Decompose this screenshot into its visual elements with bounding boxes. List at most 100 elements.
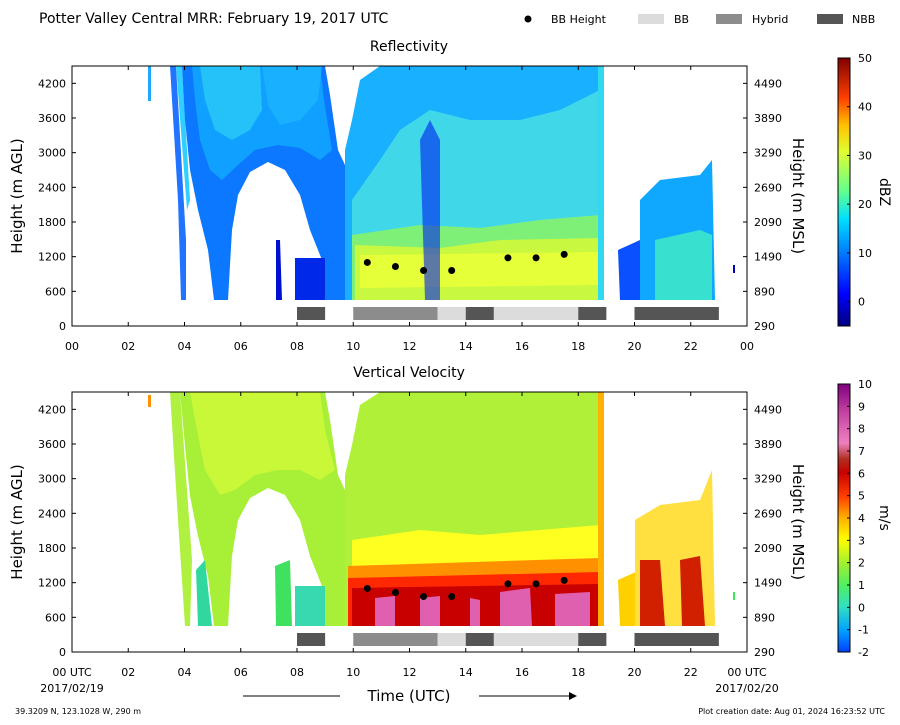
reflectivity-colorbar: 0 10 20 30 40 50 dBZ [837, 52, 892, 327]
vel-echo [640, 556, 705, 626]
refl-echo [360, 252, 600, 288]
velocity-bb-height-point [391, 588, 399, 596]
velocity-x-tick-label: 08 [290, 666, 304, 679]
refl-echo [170, 66, 186, 300]
reflectivity-ylabel: Height (m AGL) [8, 138, 26, 253]
time-arrow-head [569, 692, 577, 700]
reflectivity-colorbar-gradient [837, 57, 851, 327]
reflectivity-bb-height-point [560, 250, 568, 258]
legend-bb-label: BB [674, 13, 689, 26]
reflectivity-y-tick-label: 3000 [38, 147, 66, 160]
velocity-colorbar-tick-label: 3 [858, 534, 865, 547]
velocity-bb-height-point [420, 593, 428, 601]
refl-echo [176, 66, 190, 210]
velocity-colorbar-tick-label: 8 [858, 423, 865, 436]
velocity-bb-class-segment [465, 633, 494, 646]
reflectivity-y-tick-right-label: 2090 [754, 216, 782, 229]
reflectivity-bb-height-point [363, 258, 371, 266]
x-start-date: 2017/02/19 [40, 682, 103, 695]
velocity-y-ticks: 0 600 1200 1800 2400 3000 3600 4200 [38, 403, 76, 659]
velocity-y-tick-right-label: 890 [754, 611, 775, 624]
reflectivity-bb-height-point [504, 254, 512, 262]
refl-echo [200, 66, 262, 140]
reflectivity-x-tick-label: 22 [684, 340, 698, 353]
refl-echo [420, 120, 440, 300]
velocity-colorbar-tick-label: 1 [858, 579, 865, 592]
reflectivity-bb-height-point [391, 262, 399, 270]
velocity-x-tick-label: 14 [459, 666, 473, 679]
velocity-colorbar-tick-label: 4 [858, 512, 865, 525]
velocity-y-tick-label: 3000 [38, 473, 66, 486]
vel-echo [733, 592, 735, 600]
velocity-x-tick-label: 06 [234, 666, 248, 679]
velocity-panel: Vertical Velocity 00 UTC 02 04 06 0 [8, 365, 892, 679]
reflectivity-y-tick-right-label: 890 [754, 285, 775, 298]
refl-echo [262, 66, 322, 125]
footer-location: 39.3209 N, 123.1028 W, 290 m [15, 707, 141, 716]
reflectivity-x-tick-label: 02 [121, 340, 135, 353]
velocity-bb-class-segment [297, 633, 326, 646]
velocity-y-tick-label: 600 [45, 611, 66, 624]
velocity-colorbar-tick-label: 6 [858, 467, 865, 480]
reflectivity-colorbar-tick-label: 50 [858, 52, 872, 65]
velocity-bb-class-segment [437, 633, 466, 646]
refl-echo [733, 265, 735, 273]
footer-creation-date: Plot creation date: Aug 01, 2024 16:23:5… [698, 707, 885, 716]
refl-echo [655, 230, 712, 300]
velocity-x-tick-label: 02 [121, 666, 135, 679]
velocity-x-tick-label: 16 [515, 666, 529, 679]
velocity-y-tick-label: 1200 [38, 577, 66, 590]
legend: BB Height BB Hybrid NBB [524, 13, 875, 26]
velocity-y-tick-right-label: 3890 [754, 438, 782, 451]
velocity-colorbar-tick-label: 5 [858, 490, 865, 503]
reflectivity-bb-height-point [420, 267, 428, 275]
reflectivity-x-tick-label: 16 [515, 340, 529, 353]
reflectivity-panel: Reflectivity [8, 39, 892, 353]
reflectivity-bb-points [363, 250, 568, 275]
reflectivity-y-tick-label: 600 [45, 285, 66, 298]
velocity-y-tick-label: 1800 [38, 542, 66, 555]
reflectivity-y-tick-right-label: 4490 [754, 77, 782, 90]
reflectivity-colorbar-tick-label: 40 [858, 101, 872, 114]
reflectivity-y-tick-label: 0 [59, 320, 66, 333]
legend-bb-height-label: BB Height [551, 13, 607, 26]
velocity-y-ticks-right: 290 890 1490 2090 2690 3290 3890 4490 [743, 403, 782, 659]
vel-echo [148, 395, 151, 407]
velocity-x-tick-label: 00 UTC [727, 666, 767, 679]
velocity-x-tick-label: 12 [403, 666, 417, 679]
reflectivity-colorbar-tick-label: 20 [858, 198, 872, 211]
legend-bb-swatch [638, 14, 664, 24]
velocity-x-ticks: 00 UTC 02 04 06 08 10 12 14 16 18 20 22 00 UTC [52, 392, 767, 679]
velocity-y-tick-right-label: 2690 [754, 507, 782, 520]
velocity-colorbar-tick-label: 9 [858, 400, 865, 413]
velocity-bb-class-segment [353, 633, 438, 646]
legend-nbb-label: NBB [852, 13, 875, 26]
velocity-y-tick-label: 4200 [38, 403, 66, 416]
refl-echo [148, 66, 151, 101]
legend-hybrid-label: Hybrid [752, 13, 788, 26]
reflectivity-x-tick-label: 18 [571, 340, 585, 353]
velocity-bb-height-point [363, 584, 371, 592]
x-end-date: 2017/02/20 [715, 682, 778, 695]
velocity-colorbar-ticks: -2 -1 0 1 2 3 4 5 6 7 8 9 10 [847, 378, 872, 659]
vel-echo [295, 586, 325, 626]
reflectivity-colorbar-tick-label: 30 [858, 149, 872, 162]
reflectivity-colorbar-tick-label: 10 [858, 247, 872, 260]
velocity-bb-height-point [448, 593, 456, 601]
reflectivity-bb-classes [297, 307, 719, 320]
velocity-ylabel: Height (m AGL) [8, 464, 26, 579]
velocity-bb-height-point [532, 580, 540, 588]
reflectivity-heatmap [148, 66, 735, 300]
reflectivity-x-tick-label: 00 [740, 340, 754, 353]
velocity-x-tick-label: 20 [628, 666, 642, 679]
legend-hybrid-swatch [716, 14, 742, 24]
velocity-colorbar: -2 -1 0 1 2 3 4 5 6 7 8 9 10 m/s [837, 378, 892, 659]
legend-nbb-swatch [817, 14, 843, 24]
reflectivity-x-tick-label: 06 [234, 340, 248, 353]
reflectivity-bb-class-segment [437, 307, 466, 320]
velocity-y-tick-label: 0 [59, 646, 66, 659]
reflectivity-y-tick-label: 3600 [38, 112, 66, 125]
vel-echo [196, 560, 212, 626]
vel-echo [275, 560, 292, 626]
velocity-colorbar-tick-label: 10 [858, 378, 872, 391]
